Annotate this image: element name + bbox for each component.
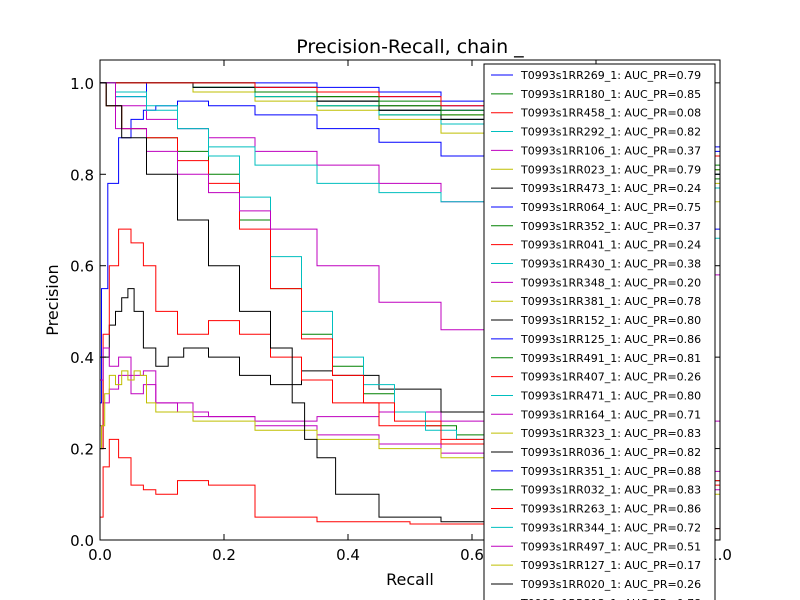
legend-label: T0993s1RR458_1: AUC_PR=0.08 (520, 107, 701, 120)
x-tick-label: 0.4 (336, 546, 360, 564)
legend-label: T0993s1RR125_1: AUC_PR=0.86 (520, 333, 701, 346)
legend-label: T0993s1RR344_1: AUC_PR=0.72 (520, 521, 701, 534)
legend-label: T0993s1RR313_1: AUC_PR=0.78 (520, 597, 701, 600)
legend-label: T0993s1RR164_1: AUC_PR=0.71 (520, 408, 701, 421)
legend-label: T0993s1RR381_1: AUC_PR=0.78 (520, 295, 701, 308)
legend-label: T0993s1RR292_1: AUC_PR=0.82 (520, 126, 701, 139)
legend-label: T0993s1RR152_1: AUC_PR=0.80 (520, 314, 701, 327)
legend-label: T0993s1RR023_1: AUC_PR=0.79 (520, 163, 701, 176)
legend-label: T0993s1RR036_1: AUC_PR=0.82 (520, 446, 701, 459)
legend-label: T0993s1RR407_1: AUC_PR=0.26 (520, 371, 701, 384)
legend-box (483, 63, 716, 600)
y-tick-label: 1.0 (70, 75, 94, 93)
legend-label: T0993s1RR106_1: AUC_PR=0.37 (520, 144, 701, 157)
legend: T0993s1RR269_1: AUC_PR=0.79 T0993s1RR180_… (483, 63, 716, 600)
legend-label: T0993s1RR127_1: AUC_PR=0.17 (520, 559, 701, 572)
axes-frame (99, 59, 721, 541)
legend-label: T0993s1RR323_1: AUC_PR=0.83 (520, 427, 701, 440)
legend-label: T0993s1RR473_1: AUC_PR=0.24 (520, 182, 701, 195)
series-line-3 (100, 438, 720, 530)
legend-label: T0993s1RR352_1: AUC_PR=0.37 (520, 220, 701, 233)
x-axis-label: Recall (386, 570, 434, 589)
legend-label: T0993s1RR064_1: AUC_PR=0.75 (520, 201, 701, 214)
legend-label: T0993s1RR041_1: AUC_PR=0.24 (520, 239, 701, 252)
y-tick-label: 0.6 (70, 258, 94, 276)
legend-entries: T0993s1RR269_1: AUC_PR=0.79 T0993s1RR180_… (491, 69, 701, 600)
legend-label: T0993s1RR348_1: AUC_PR=0.20 (520, 276, 701, 289)
x-tick-label: 0.0 (88, 546, 112, 564)
legend-label: T0993s1RR032_1: AUC_PR=0.83 (520, 484, 701, 497)
y-tick-label: 0.4 (70, 349, 94, 367)
legend-label: T0993s1RR351_1: AUC_PR=0.88 (520, 465, 701, 478)
legend-label: T0993s1RR180_1: AUC_PR=0.85 (520, 88, 701, 101)
y-tick-label: 0.0 (70, 532, 94, 550)
y-tick-label: 0.8 (70, 166, 94, 184)
legend-label: T0993s1RR491_1: AUC_PR=0.81 (520, 352, 701, 365)
x-tick-label: 0.6 (460, 546, 484, 564)
x-tick-label: 0.2 (212, 546, 236, 564)
legend-label: T0993s1RR263_1: AUC_PR=0.86 (520, 503, 701, 516)
legend-label: T0993s1RR471_1: AUC_PR=0.80 (520, 389, 701, 402)
legend-label: T0993s1RR497_1: AUC_PR=0.51 (520, 540, 701, 553)
y-axis-label: Precision (43, 264, 62, 335)
legend-label: T0993s1RR430_1: AUC_PR=0.38 (520, 258, 701, 271)
chart-title: Precision-Recall, chain _ (296, 36, 524, 58)
legend-label: T0993s1RR269_1: AUC_PR=0.79 (520, 69, 701, 82)
legend-label: T0993s1RR020_1: AUC_PR=0.26 (520, 578, 701, 591)
y-tick-label: 0.2 (70, 441, 94, 459)
